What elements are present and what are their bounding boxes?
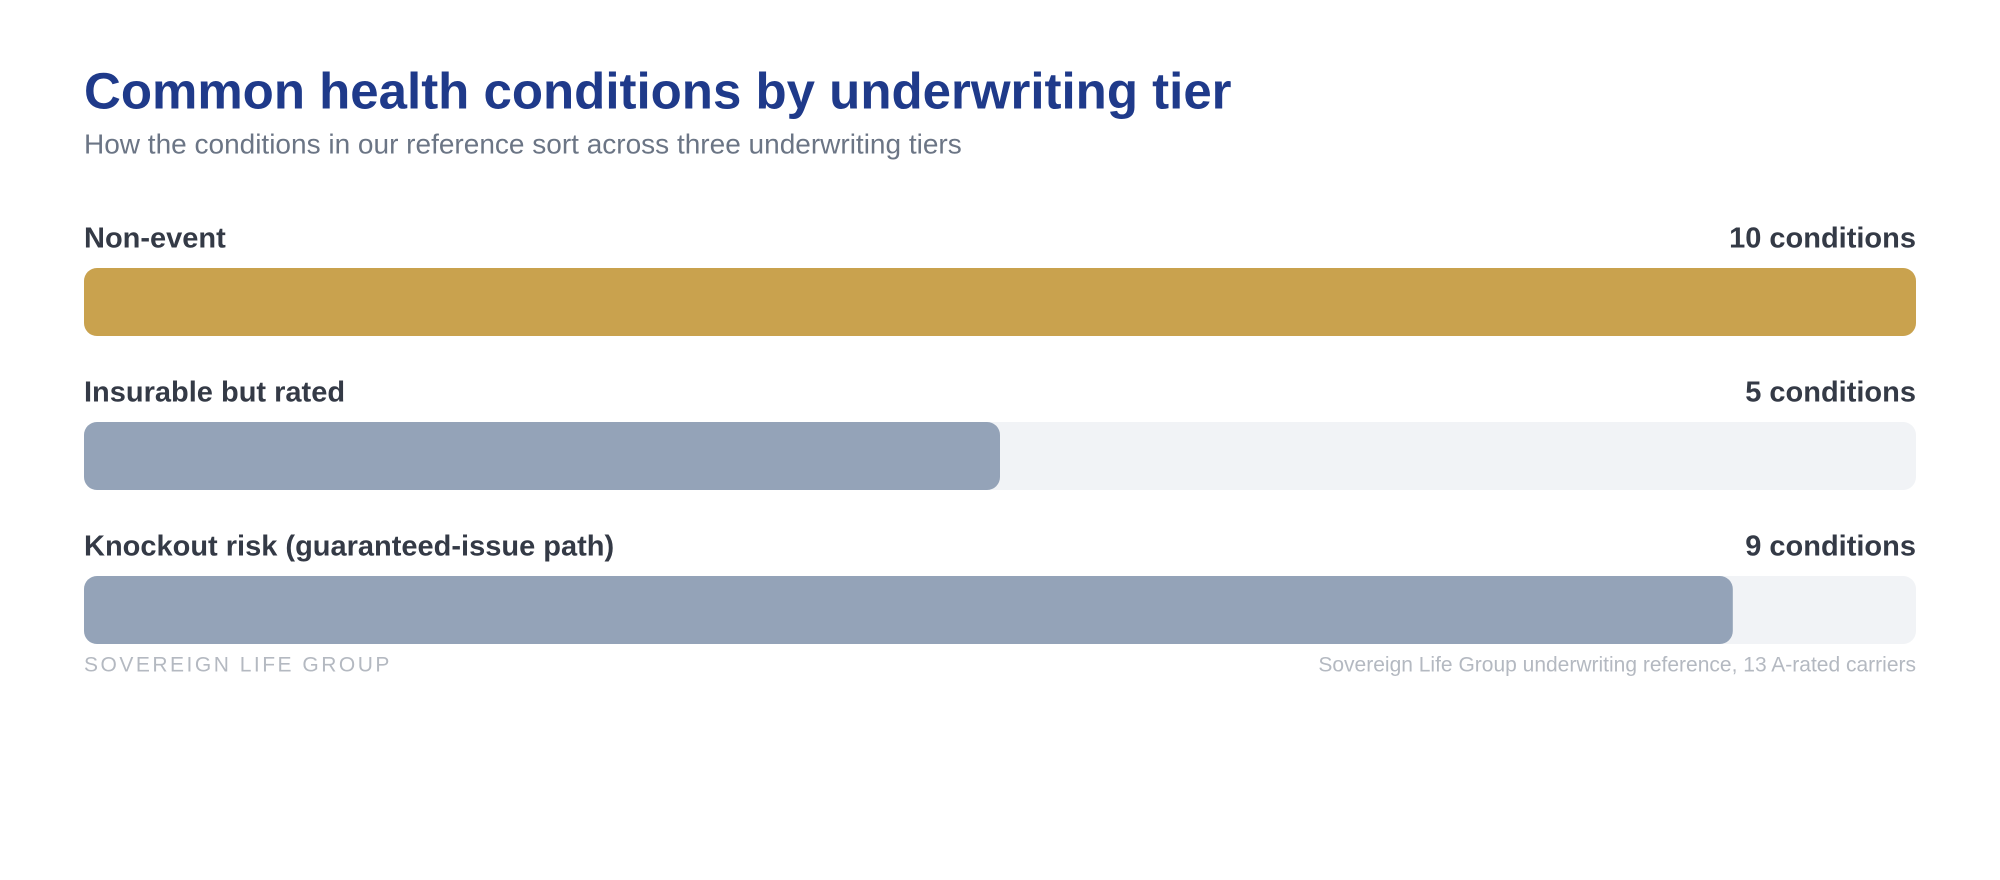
category-label: Non-event [84,223,226,255]
brand: SOVEREIGN LIFE GROUP [84,654,392,677]
chart-subtitle: How the conditions in our reference sort… [84,128,962,159]
bar [84,576,1733,644]
chart-title: Common health conditions by underwriting… [84,62,1232,119]
bar [84,268,1916,336]
source: Sovereign Life Group underwriting refere… [1318,654,1916,677]
category-label: Knockout risk (guaranteed-issue path) [84,531,614,563]
value-label: 9 conditions [1745,531,1916,563]
value-label: 10 conditions [1729,223,1916,255]
bar [84,422,1000,490]
value-label: 5 conditions [1745,377,1916,409]
category-label: Insurable but rated [84,377,345,409]
